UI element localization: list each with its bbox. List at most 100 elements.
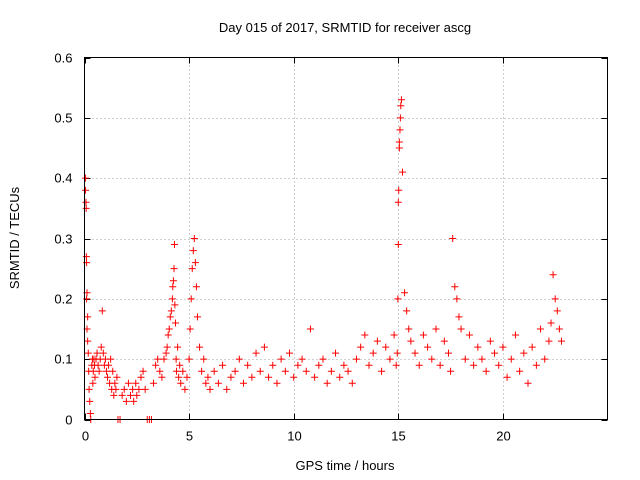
data-point [348, 379, 356, 387]
data-point [135, 385, 143, 393]
data-point [277, 355, 285, 363]
data-point [164, 331, 172, 339]
data-point [179, 367, 187, 375]
data-point [507, 355, 515, 363]
data-point [104, 373, 112, 381]
data-point [244, 361, 252, 369]
data-point [528, 343, 536, 351]
data-point [511, 331, 519, 339]
data-point [172, 355, 180, 363]
data-point [99, 349, 107, 357]
data-point [395, 144, 403, 152]
data-point [176, 361, 184, 369]
data-point [231, 367, 239, 375]
data-point [82, 174, 90, 182]
data-point [455, 313, 463, 321]
x-tick-label: 10 [287, 429, 301, 444]
data-point [394, 241, 402, 249]
data-point [424, 343, 432, 351]
data-point [357, 343, 365, 351]
y-tick-label: 0.1 [54, 352, 72, 367]
y-tick-label: 0.4 [54, 171, 72, 186]
data-point [137, 373, 145, 381]
data-point [185, 355, 193, 363]
data-point [373, 337, 381, 345]
data-point [394, 198, 402, 206]
data-point [281, 367, 289, 375]
data-point [95, 367, 103, 375]
data-point [163, 343, 171, 351]
data-point [156, 367, 164, 375]
data-point [302, 367, 310, 375]
point-layer [82, 96, 565, 423]
data-point [482, 367, 490, 375]
data-point [177, 379, 185, 387]
data-point [398, 168, 406, 176]
data-point [286, 349, 294, 357]
data-point [82, 198, 90, 206]
data-point [89, 367, 97, 375]
data-point [516, 367, 524, 375]
data-point [239, 379, 247, 387]
data-point [190, 235, 198, 242]
data-point [386, 355, 394, 363]
data-point [141, 385, 149, 393]
data-point [172, 319, 180, 327]
data-point [256, 367, 264, 375]
data-point [252, 349, 260, 357]
data-point [196, 343, 204, 351]
x-tick-label: 15 [391, 429, 405, 444]
data-point [549, 271, 557, 279]
data-point [306, 325, 314, 333]
data-point [120, 385, 128, 393]
data-point [162, 349, 170, 357]
data-point [98, 307, 106, 315]
data-point [336, 373, 344, 381]
data-point [118, 391, 126, 399]
data-point [327, 367, 335, 375]
data-point [392, 361, 400, 369]
data-point [84, 349, 92, 357]
data-point [332, 349, 340, 357]
data-point [547, 319, 555, 327]
x-axis-label: GPS time / hours [296, 458, 395, 473]
data-point [93, 349, 101, 357]
data-point [167, 307, 175, 315]
data-point [294, 361, 302, 369]
data-point [86, 409, 94, 417]
x-tick-label: 20 [496, 429, 510, 444]
data-point [553, 307, 561, 315]
data-point [269, 361, 277, 369]
data-point [181, 385, 189, 393]
data-point [436, 361, 444, 369]
data-point [150, 379, 158, 387]
data-point [344, 367, 352, 375]
y-tick-label: 0.5 [54, 111, 72, 126]
data-point [260, 343, 268, 351]
data-point [453, 295, 461, 303]
data-point [451, 283, 459, 291]
data-point [315, 361, 323, 369]
data-point [395, 186, 403, 194]
data-point [457, 325, 465, 333]
data-point [545, 337, 553, 345]
data-point [311, 373, 319, 381]
data-point [248, 373, 256, 381]
data-point [361, 331, 369, 339]
data-point [166, 313, 174, 321]
data-point [188, 265, 196, 273]
data-point [405, 325, 413, 333]
data-point [97, 343, 105, 351]
data-point [474, 343, 482, 351]
data-point [273, 379, 281, 387]
data-point [169, 277, 177, 285]
tick-layer: 0 0.1 0.2 0.3 0.4 0.5 0.6 0 5 10 15 20 [54, 51, 608, 444]
data-point [223, 385, 231, 393]
data-point [419, 331, 427, 339]
data-point [397, 102, 405, 110]
data-point [541, 355, 549, 363]
data-point [82, 253, 90, 261]
data-point [432, 325, 440, 333]
data-point [352, 355, 360, 363]
data-point [557, 337, 565, 345]
